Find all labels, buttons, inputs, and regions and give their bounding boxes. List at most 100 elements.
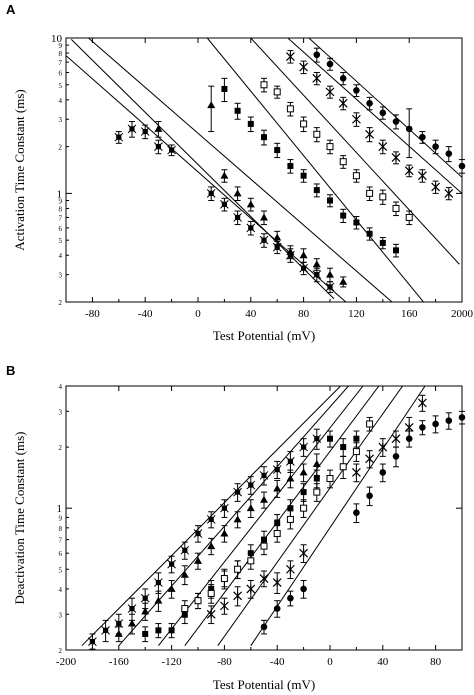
panel-b-y-minor-label: 2 bbox=[59, 444, 63, 452]
panel-a-data-point bbox=[246, 220, 256, 236]
marker-filled-square bbox=[142, 630, 149, 637]
panel-a-data-point bbox=[417, 169, 427, 183]
panel-a-data-point bbox=[260, 77, 268, 93]
panel-a-y-tick-label: 1 bbox=[57, 188, 63, 200]
panel-a-data-marks bbox=[114, 47, 466, 294]
panel-a-fit-line bbox=[287, 38, 462, 194]
marker-open-square bbox=[326, 475, 334, 483]
panel-a-data-point bbox=[247, 116, 254, 133]
panel-a-data-point bbox=[353, 84, 360, 98]
panel-a-data-point bbox=[339, 155, 347, 169]
panel-a-data-point bbox=[351, 112, 361, 127]
marker-filled-square bbox=[168, 627, 175, 634]
marker-filled-triangle bbox=[299, 251, 308, 259]
marker-x-stroke bbox=[246, 480, 256, 490]
panel-a-data-point bbox=[378, 139, 388, 155]
panel-b-data-point bbox=[206, 511, 216, 529]
panel-a-data-point bbox=[286, 245, 295, 260]
panel-b-x-tick-label: 40 bbox=[377, 656, 389, 668]
panel-b-data-point bbox=[285, 560, 295, 580]
marker-open-square bbox=[181, 605, 189, 613]
panel-b-data-point bbox=[272, 572, 282, 594]
panel-a-fit-line bbox=[308, 38, 462, 178]
panel-b-y-minor-label: 4 bbox=[59, 383, 63, 391]
panel-b-y-minor-label: 9 bbox=[59, 514, 63, 522]
panel-b-data-point bbox=[379, 463, 387, 483]
panel-b-data-point bbox=[194, 552, 202, 570]
panel-b-data-point bbox=[366, 486, 373, 507]
panel-b-data-point bbox=[193, 525, 203, 543]
panel-a-data-point bbox=[261, 129, 267, 146]
panel-a-x-axis-title: Test Potential (mV) bbox=[213, 328, 315, 343]
marker-filled-circle bbox=[419, 133, 426, 141]
panel-b-data-point bbox=[259, 466, 269, 486]
panel-b-data-point bbox=[445, 412, 453, 430]
panel-a-x-tick-label: 0 bbox=[195, 308, 201, 320]
panel-b-data-point bbox=[326, 469, 334, 489]
marker-filled-square bbox=[300, 172, 307, 179]
panel-a-data-point bbox=[167, 144, 176, 157]
panel-a-data-point bbox=[391, 151, 401, 165]
marker-filled-triangle bbox=[312, 260, 321, 268]
marker-x-stroke bbox=[140, 593, 150, 603]
panel-a-data-point bbox=[206, 186, 216, 201]
marker-x-stroke bbox=[220, 503, 229, 513]
marker-open-square bbox=[207, 589, 215, 597]
panel-a-data-point bbox=[127, 121, 137, 138]
panel-a-y-minor-label: 2 bbox=[59, 144, 63, 152]
marker-x-stroke bbox=[206, 515, 216, 524]
panel-a-data-point bbox=[340, 208, 347, 223]
panel-b-y-minor-label: 5 bbox=[59, 566, 63, 574]
marker-filled-circle bbox=[445, 417, 453, 424]
panel-b-data-point bbox=[219, 597, 229, 615]
panel-a-y-minor-label: 5 bbox=[59, 82, 63, 90]
marker-x-stroke bbox=[127, 124, 137, 134]
marker-filled-triangle bbox=[167, 584, 176, 592]
marker-filled-square bbox=[247, 120, 254, 127]
panel-b-data-point bbox=[168, 623, 175, 639]
panel-b-data-point bbox=[339, 455, 347, 480]
marker-filled-square bbox=[340, 444, 347, 451]
marker-filled-circle bbox=[379, 469, 387, 476]
panel-b-fit-line bbox=[217, 386, 404, 646]
marker-filled-square bbox=[313, 187, 320, 194]
marker-filled-circle bbox=[260, 623, 268, 631]
panel-b-data-point bbox=[312, 428, 322, 450]
marker-filled-circle bbox=[432, 143, 439, 150]
panel-b-data-point bbox=[247, 552, 255, 570]
panel-a-data-point bbox=[313, 127, 321, 143]
panel-b-data-point bbox=[260, 537, 268, 556]
marker-filled-circle bbox=[273, 605, 281, 612]
panel-b-data-point bbox=[246, 499, 255, 518]
panel-a-data-point bbox=[353, 216, 360, 230]
panel-b-data-point bbox=[246, 476, 256, 495]
panel-b-data-point bbox=[167, 555, 176, 574]
marker-open-square bbox=[300, 120, 308, 128]
marker-filled-circle bbox=[313, 51, 321, 59]
marker-filled-square bbox=[366, 230, 373, 237]
panel-b-data-point bbox=[352, 442, 360, 462]
panel-b-y-ticks: 1 2 3 4 5 6 7 8 9 2 3 4 bbox=[57, 383, 462, 655]
marker-open-square bbox=[405, 213, 413, 221]
panel-b-data-point bbox=[299, 463, 308, 483]
marker-filled-circle bbox=[419, 424, 426, 431]
panel-b-fit-line bbox=[250, 386, 426, 646]
panel-a-data-point bbox=[299, 60, 309, 75]
panel-a-data-point bbox=[404, 164, 414, 178]
marker-open-square bbox=[194, 597, 202, 605]
marker-open-square bbox=[352, 172, 360, 180]
marker-filled-triangle bbox=[273, 233, 282, 241]
panel-b-data-point bbox=[233, 483, 242, 502]
panel-a-y-minor-label: 8 bbox=[59, 205, 63, 213]
marker-filled-triangle bbox=[286, 247, 295, 255]
panel-a-data-point bbox=[392, 114, 400, 130]
panel-b-data-point bbox=[300, 499, 308, 518]
marker-open-square bbox=[260, 542, 268, 550]
marker-filled-triangle bbox=[154, 124, 163, 132]
marker-filled-triangle bbox=[286, 474, 295, 482]
panel-b-data-point bbox=[233, 586, 243, 607]
panel-a-data-point bbox=[339, 71, 347, 86]
panel-b-data-point bbox=[287, 590, 294, 607]
panel-a-data-point bbox=[233, 210, 242, 226]
panel-a-x-tick-label: 80 bbox=[298, 308, 310, 320]
